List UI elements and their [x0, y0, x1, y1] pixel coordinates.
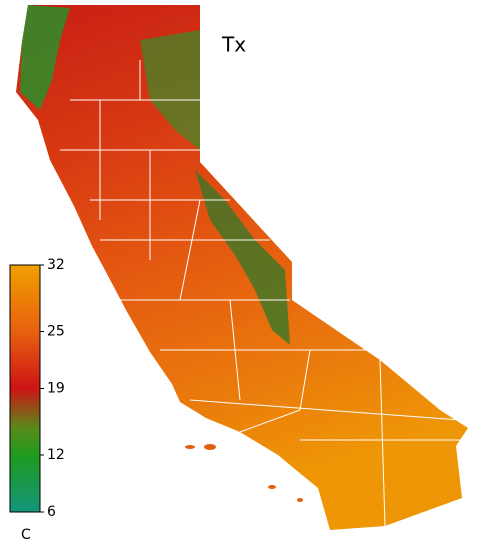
tick-label: 12: [47, 447, 65, 463]
tick-label: 25: [47, 324, 65, 340]
tick-label: 19: [47, 381, 65, 397]
map-title: Tx: [221, 33, 246, 57]
tick-label: 6: [47, 504, 56, 520]
state-shape: [16, 5, 468, 530]
tick-label: 32: [47, 257, 65, 273]
colorbar-ticks: 6 12 19 25 32: [40, 257, 65, 520]
colorbar-unit: C: [21, 527, 31, 543]
colorbar: [9, 264, 41, 513]
county-lines: [60, 60, 461, 527]
